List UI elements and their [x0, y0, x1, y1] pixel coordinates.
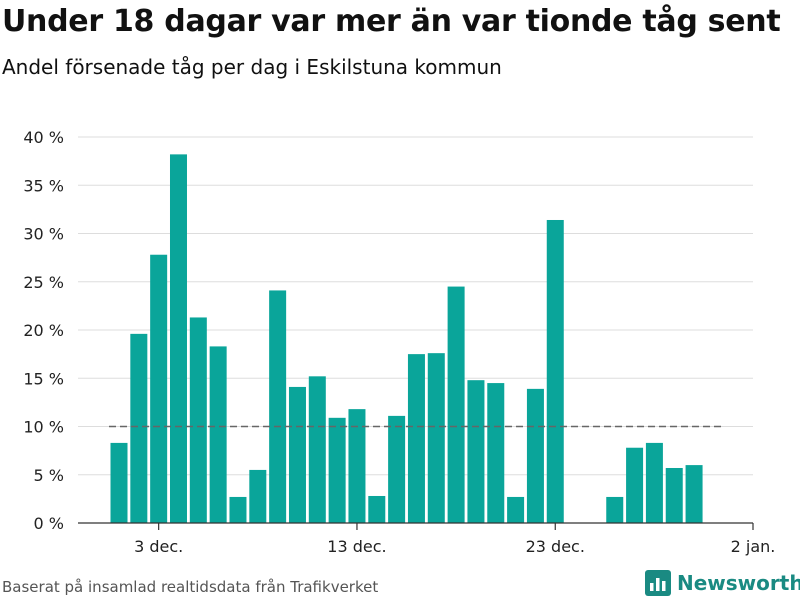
bar: [546, 219, 564, 524]
bar: [606, 496, 624, 523]
bar-chart-logo-icon: [645, 570, 671, 596]
bar: [407, 354, 425, 523]
x-tick-label: 23 dec.: [526, 537, 585, 556]
bar: [526, 388, 544, 523]
bar: [388, 415, 406, 523]
bar: [249, 469, 267, 523]
chart-title: Under 18 dagar var mer än var tionde tåg…: [2, 4, 781, 39]
x-tick-label: 2 jan.: [731, 537, 776, 556]
bar: [209, 346, 227, 523]
source-note: Baserat på insamlad realtidsdata från Tr…: [2, 578, 379, 596]
bar: [288, 386, 306, 523]
bar: [150, 254, 168, 524]
y-tick-label: 40 %: [23, 128, 64, 147]
y-tick-label: 35 %: [23, 176, 64, 195]
bar: [110, 442, 128, 523]
y-tick-label: 30 %: [23, 225, 64, 244]
y-tick-label: 5 %: [34, 466, 64, 485]
bar: [368, 495, 386, 523]
x-axis: 3 dec. 13 dec. 23 dec. 2 jan.: [78, 522, 776, 556]
y-tick-label: 15 %: [23, 369, 64, 388]
bar: [427, 353, 445, 523]
bar: [130, 333, 148, 523]
y-tick-label: 25 %: [23, 273, 64, 292]
bar: [269, 290, 287, 523]
bar: [626, 447, 644, 523]
brand-logo[interactable]: Newsworthy: [645, 570, 800, 596]
y-axis-tick-labels: 0 % 5 % 10 % 15 % 20 % 25 % 30 % 35 % 40 %: [23, 128, 64, 533]
bar: [189, 317, 207, 523]
bar: [507, 496, 525, 523]
bar: [169, 154, 187, 523]
y-tick-label: 20 %: [23, 321, 64, 340]
bar: [467, 380, 485, 523]
bar: [487, 383, 505, 523]
bars: [110, 154, 703, 524]
bar: [447, 286, 465, 523]
bar: [308, 376, 326, 523]
bar: [665, 467, 683, 523]
bar: [328, 417, 346, 523]
bar: [348, 409, 366, 523]
chart-subtitle: Andel försenade tåg per dag i Eskilstuna…: [2, 55, 502, 79]
y-tick-label: 0 %: [34, 514, 64, 533]
y-tick-label: 10 %: [23, 418, 64, 437]
bar: [685, 465, 703, 523]
brand-name: Newsworthy: [677, 571, 800, 595]
bar: [645, 442, 663, 523]
x-tick-label: 13 dec.: [327, 537, 386, 556]
bar: [229, 496, 247, 523]
x-tick-label: 3 dec.: [134, 537, 183, 556]
